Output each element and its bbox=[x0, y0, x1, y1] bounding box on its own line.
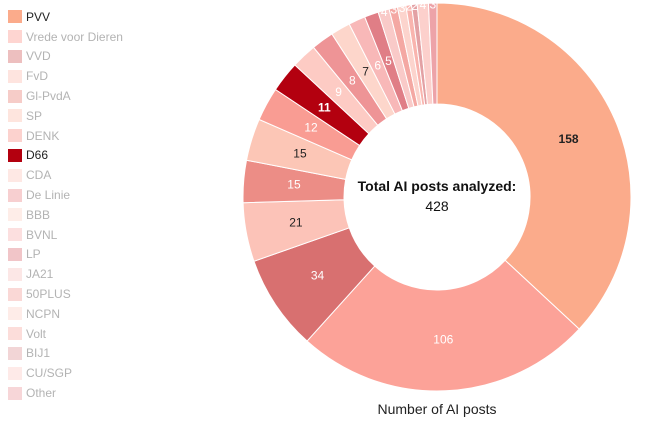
legend-swatch bbox=[8, 327, 22, 341]
legend-swatch bbox=[8, 307, 22, 321]
slice-pvv[interactable] bbox=[436, 2, 632, 330]
slice-label-ncpn: 3 bbox=[399, 1, 406, 15]
legend-item-other[interactable]: Other bbox=[8, 383, 158, 403]
legend-swatch bbox=[8, 287, 22, 301]
slice-label-d66: 11 bbox=[318, 100, 331, 114]
legend-label: Vrede voor Dieren bbox=[26, 29, 123, 44]
legend-item-sp[interactable]: SP bbox=[8, 106, 158, 126]
legend-swatch bbox=[8, 386, 22, 400]
slice-label-bbb: 7 bbox=[362, 65, 369, 79]
chart-legend: PVV Vrede voor Dieren VVD FvD Gl-PvdA SP DENK D… bbox=[8, 7, 158, 403]
slice-label-volt: 2 bbox=[406, 0, 413, 14]
legend-item-lp[interactable]: LP bbox=[8, 245, 158, 265]
legend-label: BBB bbox=[26, 207, 51, 222]
slice-label-vvd: 34 bbox=[311, 269, 325, 283]
slice-label-cu-sgp: 4 bbox=[420, 0, 427, 12]
slice-label-lp: 5 bbox=[385, 54, 392, 68]
legend-item-de-linie[interactable]: De Linie bbox=[8, 185, 158, 205]
legend-swatch bbox=[8, 228, 22, 242]
legend-item-50plus[interactable]: 50PLUS bbox=[8, 284, 158, 304]
legend-swatch bbox=[8, 10, 22, 24]
legend-swatch bbox=[8, 148, 22, 162]
legend-item-volt[interactable]: Volt bbox=[8, 324, 158, 344]
legend-item-bvnl[interactable]: BVNL bbox=[8, 225, 158, 245]
legend-swatch bbox=[8, 267, 22, 281]
legend-item-ja21[interactable]: JA21 bbox=[8, 264, 158, 284]
legend-swatch bbox=[8, 346, 22, 360]
legend-label: Volt bbox=[26, 326, 47, 341]
legend-item-denk[interactable]: DENK bbox=[8, 126, 158, 146]
legend-label: SP bbox=[26, 108, 43, 123]
legend-label: Other bbox=[26, 386, 57, 401]
legend-label: PVV bbox=[26, 9, 51, 24]
slice-label-other: 3 bbox=[429, 0, 436, 12]
legend-label: Gl-PvdA bbox=[26, 89, 71, 104]
legend-item-bij1[interactable]: BIJ1 bbox=[8, 344, 158, 364]
legend-swatch bbox=[8, 188, 22, 202]
legend-label: D66 bbox=[26, 148, 49, 163]
legend-label: JA21 bbox=[26, 267, 54, 282]
legend-item-vvd[interactable]: VVD bbox=[8, 47, 158, 67]
slice-label-bvnl: 6 bbox=[374, 58, 381, 72]
slice-other[interactable] bbox=[427, 2, 438, 105]
legend-item-fvd[interactable]: FvD bbox=[8, 66, 158, 86]
legend-label: 50PLUS bbox=[26, 287, 71, 302]
legend-swatch bbox=[8, 30, 22, 44]
legend-item-cu-sgp[interactable]: CU/SGP bbox=[8, 363, 158, 383]
legend-swatch bbox=[8, 89, 22, 103]
legend-swatch bbox=[8, 208, 22, 222]
center-title: Total AI posts analyzed: bbox=[358, 178, 517, 194]
legend-label: LP bbox=[26, 247, 41, 262]
legend-item-gl-pvda[interactable]: Gl-PvdA bbox=[8, 86, 158, 106]
legend-label: NCPN bbox=[26, 306, 61, 321]
legend-swatch bbox=[8, 168, 22, 182]
legend-item-bbb[interactable]: BBB bbox=[8, 205, 158, 225]
legend-label: FvD bbox=[26, 69, 48, 84]
legend-label: CU/SGP bbox=[26, 366, 73, 381]
legend-swatch bbox=[8, 129, 22, 143]
slice-label-sp: 15 bbox=[293, 147, 307, 161]
legend-item-cda[interactable]: CDA bbox=[8, 165, 158, 185]
legend-item-pvv[interactable]: PVV bbox=[8, 7, 158, 27]
legend-swatch bbox=[8, 247, 22, 261]
slice-label-pvv: 158 bbox=[559, 132, 579, 146]
legend-swatch bbox=[8, 366, 22, 380]
center-value: 428 bbox=[425, 198, 449, 214]
slice-label-vrede-voor-dieren: 106 bbox=[433, 333, 453, 347]
legend-label: BVNL bbox=[26, 227, 58, 242]
slice-label-de-linie: 8 bbox=[349, 73, 356, 87]
slice-label-cda: 9 bbox=[335, 85, 342, 99]
legend-swatch bbox=[8, 49, 22, 63]
legend-label: De Linie bbox=[26, 188, 71, 203]
legend-label: DENK bbox=[26, 128, 60, 143]
legend-swatch bbox=[8, 69, 22, 83]
legend-item-vrede-voor-dieren[interactable]: Vrede voor Dieren bbox=[8, 27, 158, 47]
slice-vrede-voor-dieren[interactable] bbox=[306, 259, 580, 392]
legend-item-d66[interactable]: D66 bbox=[8, 146, 158, 166]
slice-label-gl-pvda: 15 bbox=[287, 178, 301, 192]
x-axis-label: Number of AI posts bbox=[377, 401, 496, 417]
legend-label: BIJ1 bbox=[26, 346, 51, 361]
legend-label: CDA bbox=[26, 168, 52, 183]
slice-label-denk: 12 bbox=[304, 120, 318, 134]
slice-label-fvd: 21 bbox=[289, 215, 303, 229]
slice-label-50plus: 3 bbox=[390, 3, 397, 17]
slices-group bbox=[242, 2, 632, 392]
legend-item-ncpn[interactable]: NCPN bbox=[8, 304, 158, 324]
slice-label-ja21: 4 bbox=[381, 5, 388, 19]
slice-label-bij1: 2 bbox=[411, 0, 418, 13]
legend-label: VVD bbox=[26, 49, 51, 64]
legend-swatch bbox=[8, 109, 22, 123]
